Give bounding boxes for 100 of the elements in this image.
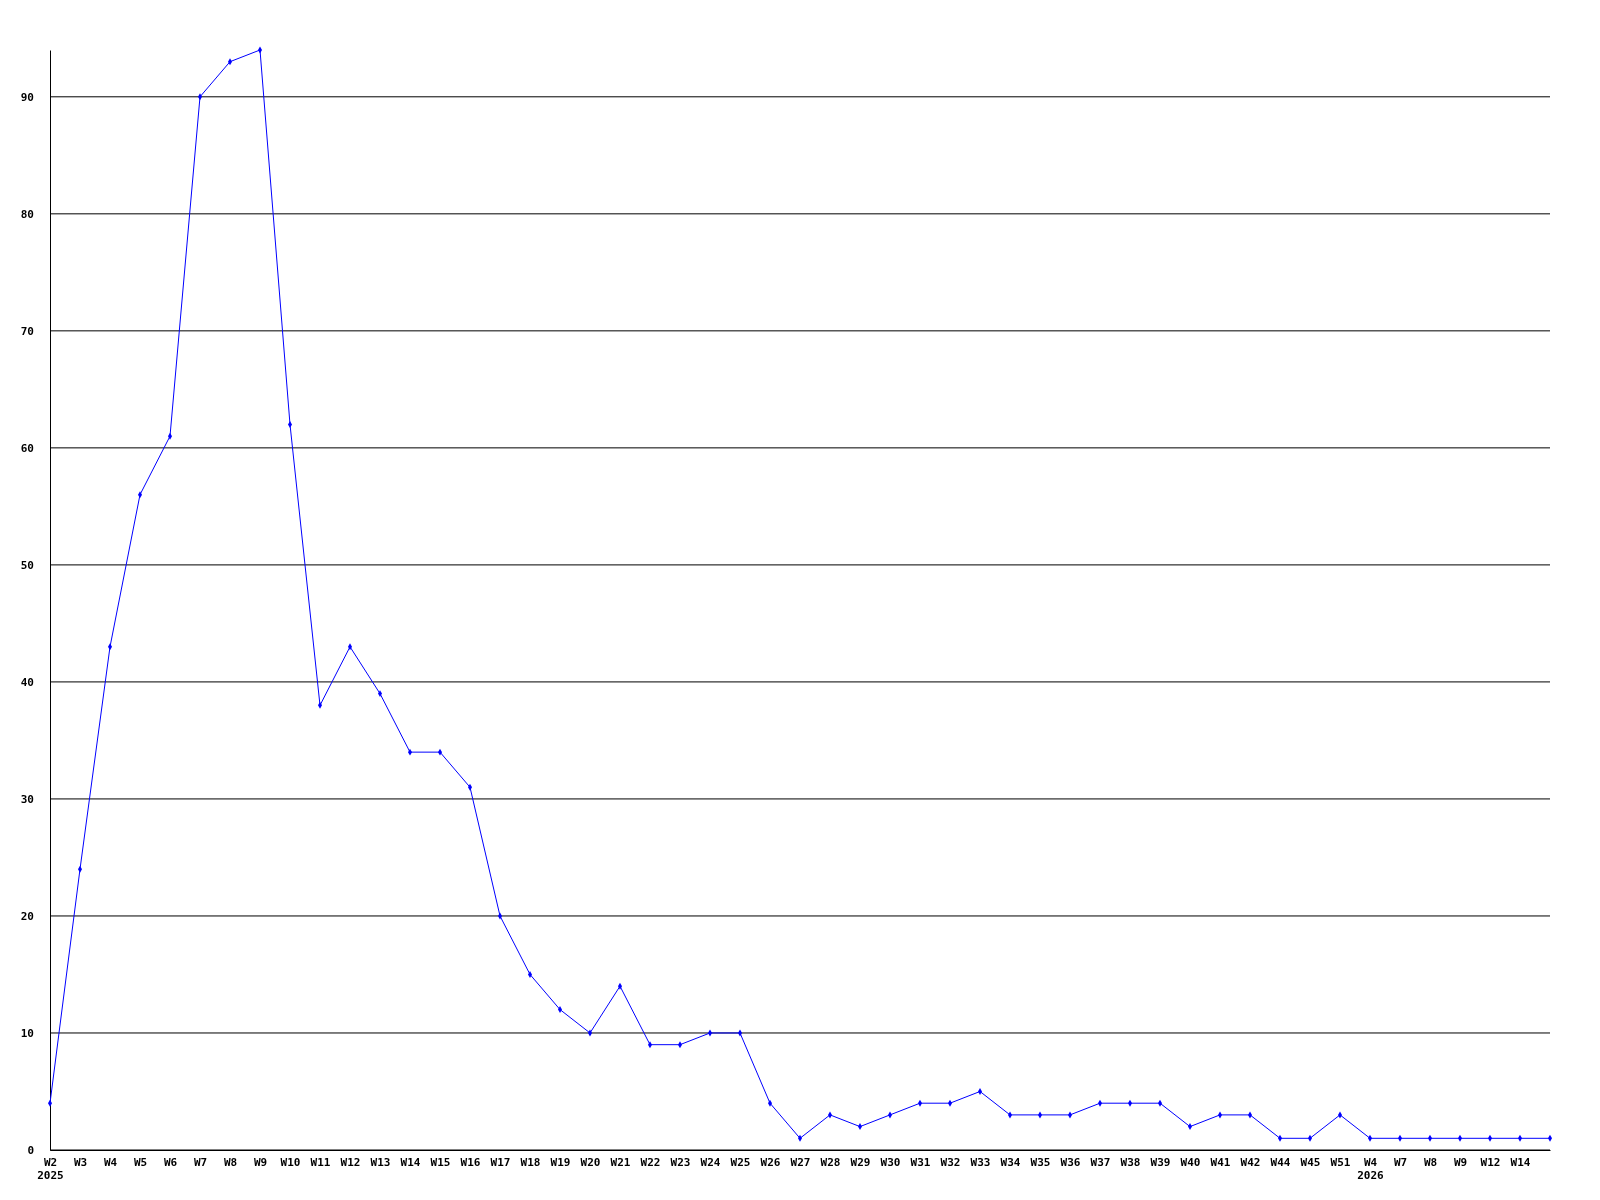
point (227, 58, 233, 66)
y-tick-label: 0 (27, 1144, 34, 1158)
x-tick-label: W32 (940, 1155, 961, 1169)
x-tick-label: W33 (970, 1155, 991, 1169)
point (1367, 1134, 1373, 1142)
y-tick-label: 90 (20, 90, 34, 104)
x-tick-label: W15 (430, 1155, 451, 1169)
x-tick-label: W35 (1030, 1155, 1051, 1169)
x-tick-label: W17 (490, 1155, 511, 1169)
point (1397, 1134, 1403, 1142)
x-tick-label: W30 (880, 1155, 901, 1169)
point (1457, 1134, 1463, 1142)
point (317, 701, 323, 709)
x-tick-label: W5 (133, 1155, 148, 1169)
y-tick-label: 30 (20, 792, 34, 806)
x-tick-label: W4 2026 (1357, 1155, 1385, 1183)
point (347, 643, 353, 651)
x-tick-label: W12 (340, 1155, 361, 1169)
point (167, 432, 173, 440)
x-tick-label: W16 (460, 1155, 481, 1169)
x-tick-label: W45 (1300, 1155, 1321, 1169)
x-tick-label: W14 (400, 1155, 421, 1169)
point (77, 865, 83, 873)
point (1547, 1134, 1553, 1142)
point (47, 1099, 53, 1107)
x-tick-label: W10 (280, 1155, 301, 1169)
x-tick-label: W23 (670, 1155, 691, 1169)
x-tick-label: W20 (580, 1155, 601, 1169)
y-tick-label: 10 (20, 1027, 34, 1040)
x-tick-label: W9 (1453, 1155, 1468, 1169)
x-tick-label: W29 (850, 1155, 871, 1169)
x-tick-label: W4 (103, 1155, 118, 1169)
point (1067, 1111, 1073, 1119)
x-tick-label: W22 (640, 1155, 661, 1169)
point (1247, 1111, 1253, 1119)
point (437, 748, 443, 756)
x-tick-label: W9 (253, 1155, 268, 1169)
x-tick-label: W31 (910, 1155, 931, 1169)
x-tick-label: W39 (1150, 1155, 1171, 1169)
x-tick-label: W26 (760, 1155, 781, 1169)
x-tick-label: W3 (73, 1155, 88, 1169)
point (107, 643, 113, 651)
x-tick-label: W7 (1393, 1155, 1408, 1169)
point (1127, 1099, 1133, 1107)
point (707, 1029, 713, 1037)
y-tick-label: 80 (20, 207, 34, 221)
x-tick-label: W40 (1180, 1155, 1201, 1169)
point (677, 1041, 683, 1049)
point (197, 93, 203, 101)
point (887, 1111, 893, 1119)
point (917, 1099, 923, 1107)
point (617, 982, 623, 990)
point (797, 1134, 803, 1142)
point (647, 1041, 653, 1049)
point (1487, 1134, 1493, 1142)
x-tick-label: W21 (610, 1155, 631, 1169)
x-tick-label: W19 (550, 1155, 571, 1169)
point (737, 1029, 743, 1037)
point (257, 46, 263, 54)
x-tick-label: W2 2025 (37, 1155, 64, 1183)
x-tick-label: W18 (520, 1155, 541, 1169)
x-tick-label: W14 (1510, 1155, 1531, 1169)
x-tick-label: W7 (193, 1155, 208, 1169)
y-tick-label: 20 (20, 909, 34, 923)
x-tick-label: W25 (730, 1155, 751, 1169)
point (377, 690, 383, 698)
x-tick-label: W44 (1270, 1155, 1291, 1169)
point (767, 1099, 773, 1107)
point (1217, 1111, 1223, 1119)
x-tick-label: W24 (700, 1155, 721, 1169)
point (1097, 1099, 1103, 1107)
x-tick-label: W51 (1330, 1155, 1351, 1169)
point (137, 491, 143, 499)
x-tick-label: W27 (790, 1155, 811, 1169)
point (1007, 1111, 1013, 1119)
point (1277, 1134, 1283, 1142)
x-tick-label: W6 (163, 1155, 178, 1169)
y-tick-label: 50 (20, 558, 34, 572)
x-tick-label: W11 (310, 1155, 331, 1169)
point (1517, 1134, 1523, 1142)
x-tick-label: W38 (1120, 1155, 1141, 1169)
point (1037, 1111, 1043, 1119)
point (947, 1099, 953, 1107)
y-tick-label: 40 (20, 675, 34, 689)
point (467, 783, 473, 791)
point (407, 748, 413, 756)
x-tick-label: W41 (1210, 1155, 1231, 1169)
x-tick-label: W34 (1000, 1155, 1021, 1169)
point (1427, 1134, 1433, 1142)
point (1307, 1134, 1313, 1142)
x-tick-label: W8 (1423, 1155, 1438, 1169)
y-tick-label: 60 (20, 441, 34, 455)
x-tick-label: W42 (1240, 1155, 1261, 1169)
y-tick-label: 70 (20, 324, 34, 338)
x-tick-label: W12 (1480, 1155, 1501, 1169)
x-tick-label: W28 (820, 1155, 841, 1169)
point (587, 1029, 593, 1037)
point (827, 1111, 833, 1119)
x-tick-label: W8 (223, 1155, 238, 1169)
point (497, 912, 503, 920)
